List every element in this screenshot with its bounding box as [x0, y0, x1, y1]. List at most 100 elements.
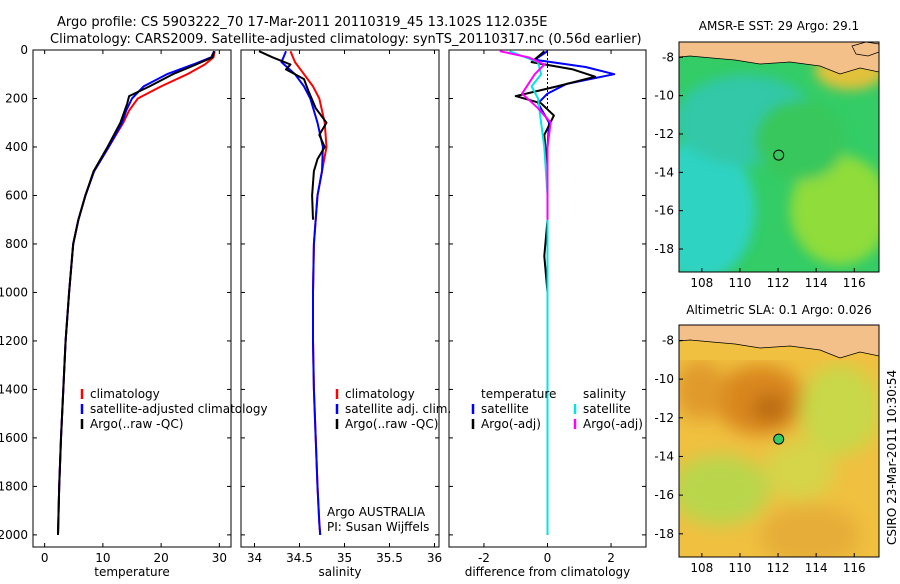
- plot-frame: [32, 49, 232, 548]
- map-y-tick-label: -10: [654, 372, 674, 386]
- x-axis-label: temperature: [94, 565, 169, 579]
- series-line: [289, 50, 328, 535]
- x-tick-label: -2: [478, 551, 490, 565]
- x-tick-label: 20: [153, 551, 168, 565]
- series-line: [258, 50, 328, 220]
- series-line: [499, 50, 552, 220]
- x-tick-label: 2: [607, 551, 615, 565]
- map-y-tick-label: -8: [662, 50, 674, 64]
- legend-label: satellite: [481, 402, 529, 416]
- sst-argo-marker: [773, 149, 785, 161]
- sst-map-title: AMSR-E SST: 29 Argo: 29.1: [699, 19, 859, 33]
- x-tick-label: 35: [337, 551, 352, 565]
- x-tick-label: 30: [212, 551, 227, 565]
- x-tick-label: 34.5: [286, 551, 313, 565]
- map-x-tick-label: 112: [767, 276, 790, 290]
- map-y-tick-label: -8: [662, 333, 674, 347]
- sla-high-patch: [752, 394, 788, 422]
- y-tick-label: 1800: [0, 479, 28, 493]
- sla-map-title: Altimetric SLA: 0.1 Argo: 0.026: [686, 303, 871, 317]
- legend-label: satellite: [583, 402, 631, 416]
- sst-map-panel: AMSR-E SST: 29 Argo: 29.1 108 110 112 114 11…: [654, 19, 880, 290]
- y-tick-label: 1600: [0, 431, 28, 445]
- sla-high-patch: [679, 360, 725, 420]
- header-line-1: Argo profile: CS 5903222_70 17-Mar-2011 …: [57, 15, 547, 30]
- y-tick-label: 1000: [0, 285, 28, 299]
- map-y-tick-label: -14: [654, 449, 674, 463]
- series-line: [514, 50, 597, 438]
- annotation: Argo AUSTRALIA: [327, 505, 426, 519]
- y-tick-label: 1400: [0, 382, 28, 396]
- x-tick-label: 0: [544, 551, 552, 565]
- series-group: [258, 50, 328, 535]
- sla-high-patch: [760, 505, 860, 557]
- sla-low-patch: [679, 455, 770, 525]
- series-line: [280, 50, 324, 535]
- map-x-tick-label: 108: [690, 561, 713, 575]
- map-y-tick-label: -14: [654, 165, 674, 179]
- map-x-tick-label: 114: [805, 276, 828, 290]
- legend-label: Argo(..raw -QC): [90, 417, 183, 431]
- sst-warm-patch: [790, 155, 879, 265]
- java-coast: [679, 325, 879, 359]
- map-y-tick-label: -12: [654, 127, 674, 141]
- y-tick-label: 1200: [0, 334, 28, 348]
- temperature-panel: 0 10 20 30 temperature 0 200 400 600 800 1000 1200 1…: [0, 43, 268, 579]
- x-tick-label: 35.5: [376, 551, 403, 565]
- map-y-tick-label: -12: [654, 411, 674, 425]
- map-x-tick-label: 108: [690, 276, 713, 290]
- sst-green-patch: [755, 100, 845, 180]
- plot-frame: [240, 49, 440, 548]
- legend-label: Argo(-adj): [481, 417, 541, 431]
- sla-map-panel: Altimetric SLA: 0.1 Argo: 0.026 108 110 11…: [654, 303, 880, 575]
- sla-low-patch: [800, 365, 879, 455]
- java-island: [851, 42, 879, 57]
- legend-label: climatology: [345, 387, 415, 401]
- map-y-tick-label: -18: [654, 527, 674, 541]
- x-tick-label: 34: [247, 551, 262, 565]
- series-line: [57, 50, 216, 535]
- y-tick-label: 600: [5, 188, 28, 202]
- sla-low-patch: [765, 440, 835, 500]
- annotation: PI: Susan Wijffels: [327, 520, 429, 534]
- map-y-tick-label: -16: [654, 204, 674, 218]
- legend-label: Argo(-adj): [583, 417, 643, 431]
- map-x-tick-label: 110: [728, 561, 751, 575]
- y-tick-label: 2000: [0, 528, 28, 542]
- map-x-tick-label: 110: [728, 276, 751, 290]
- series-group: [499, 50, 616, 535]
- y-tick-label: 200: [5, 91, 28, 105]
- legend-label: climatology: [90, 387, 160, 401]
- sst-cool-patch: [679, 140, 755, 272]
- map-x-tick-label: 116: [843, 561, 866, 575]
- side-caption: CSIRO 23-Mar-2011 10:30:54: [885, 370, 899, 545]
- map-x-tick-label: 114: [805, 561, 828, 575]
- series-group: [57, 50, 216, 535]
- map-x-tick-label: 112: [767, 561, 790, 575]
- x-tick-label: 0: [41, 551, 49, 565]
- series-line: [57, 50, 216, 535]
- map-x-tick-label: 116: [843, 276, 866, 290]
- legend-label: satellite-adjusted climatology: [90, 402, 268, 416]
- x-tick-label: 10: [95, 551, 110, 565]
- map-y-tick-label: -10: [654, 89, 674, 103]
- legend-group-title: temperature: [481, 387, 556, 401]
- legend-label: Argo(..raw -QC): [345, 417, 438, 431]
- salinity-panel: 34 34.5 35 35.5 36 salinity climatologysatelli…: [240, 49, 451, 579]
- sla-argo-marker: [773, 433, 785, 445]
- series-line: [57, 51, 216, 535]
- x-axis-label: salinity: [318, 565, 361, 579]
- map-y-tick-label: -18: [654, 242, 674, 256]
- series-line: [509, 50, 549, 535]
- legend-group-title: salinity: [583, 387, 626, 401]
- y-tick-label: 0: [20, 43, 28, 57]
- header-line-2: Climatology: CARS2009. Satellite-adjuste…: [50, 32, 642, 47]
- x-tick-label: 36: [427, 551, 442, 565]
- map-y-tick-label: -16: [654, 488, 674, 502]
- y-tick-label: 400: [5, 140, 28, 154]
- y-tick-label: 800: [5, 237, 28, 251]
- legend-label: satellite adj. clim.: [345, 402, 451, 416]
- x-axis-label: difference from climatology: [465, 565, 631, 579]
